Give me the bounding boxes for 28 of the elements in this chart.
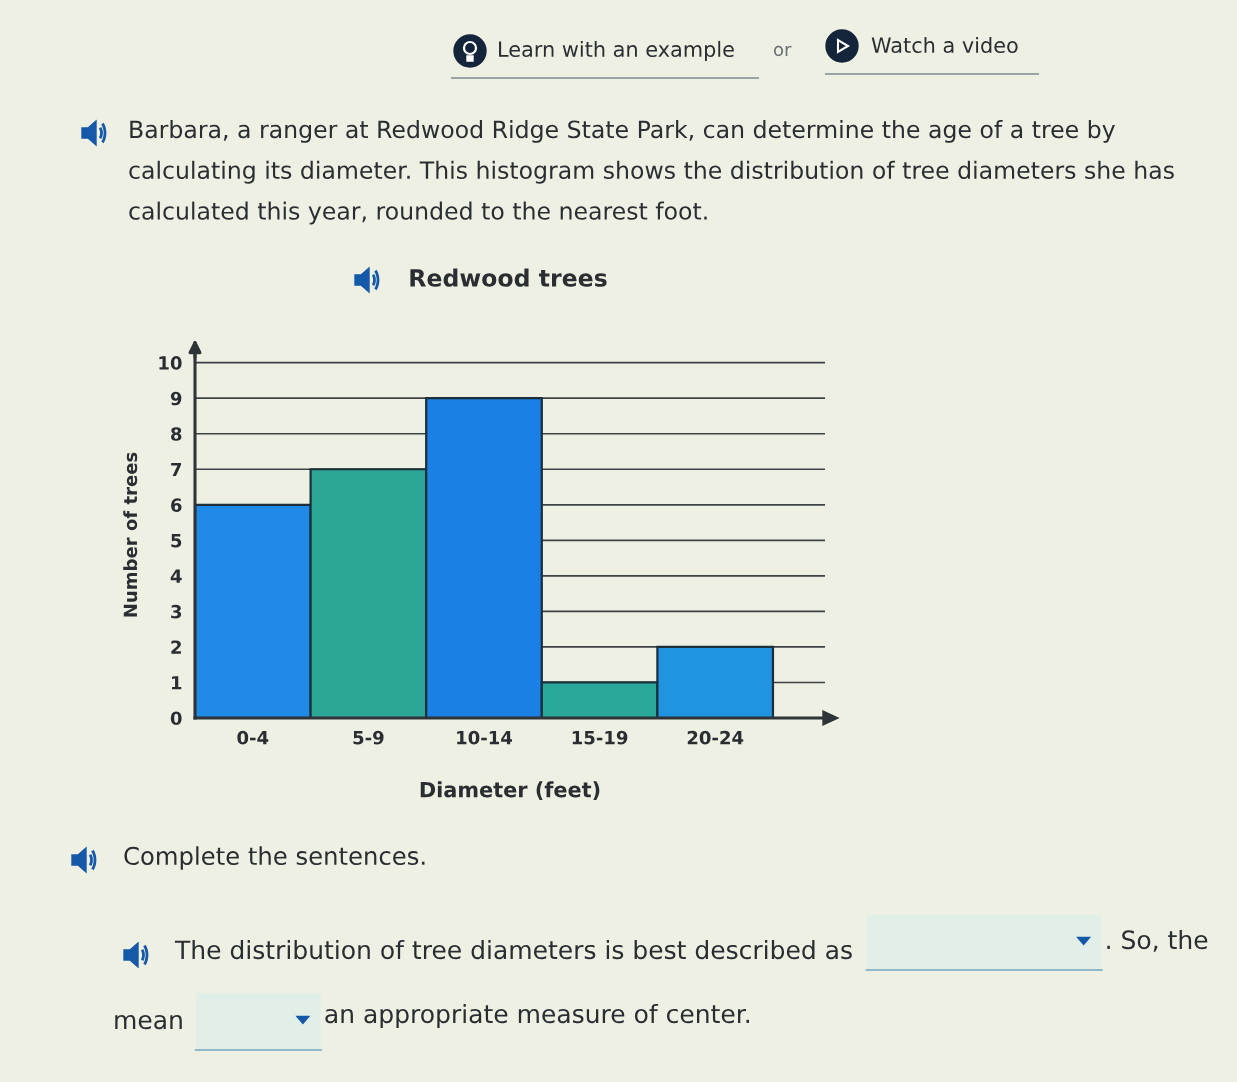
x-tick-label: 20-24 (687, 730, 744, 745)
text: Complete the sentences. (124, 846, 425, 870)
y-tick-label: 5 (171, 534, 182, 548)
x-tick-label: 10-14 (457, 730, 513, 745)
y-tick-label: 10 (159, 356, 182, 370)
y-tick-label: 9 (170, 391, 182, 406)
y-tick-label: 6 (171, 498, 182, 512)
y-tick-label: 2 (171, 640, 181, 654)
y-tick-label: 4 (170, 569, 182, 583)
text: Barbara, a ranger at Redwood Ridge State Park, can determine the age of a tree by calculating its diameter. This histogram shows the distribution of tree diameters she has calculated this year, rounded to the nearest foot. (129, 120, 1174, 225)
x-tick-label: 0-4 (237, 730, 269, 745)
text: or (774, 45, 792, 57)
y-tick-label: 3 (171, 604, 182, 619)
x-tick-label: 15-19 (572, 730, 628, 745)
text: Watch a video (871, 36, 1018, 54)
text: . So, the (1107, 929, 1208, 952)
text: an appropriate measure of center. (325, 1003, 750, 1029)
x-tick-label: 5-9 (353, 730, 384, 745)
y-tick-label: 0 (170, 711, 182, 726)
y-tick-label: 8 (171, 427, 182, 441)
y-axis-title: Number of trees (123, 452, 138, 617)
text: Learn with an example (499, 40, 734, 62)
chart-title: Redwood trees (410, 268, 607, 287)
y-tick-label: 7 (171, 462, 182, 477)
text: The distribution of tree diameters is best described as (174, 939, 852, 960)
x-axis-title: Diameter (feet) (420, 781, 600, 800)
y-tick-label: 1 (171, 676, 182, 690)
text: mean (115, 1014, 182, 1030)
